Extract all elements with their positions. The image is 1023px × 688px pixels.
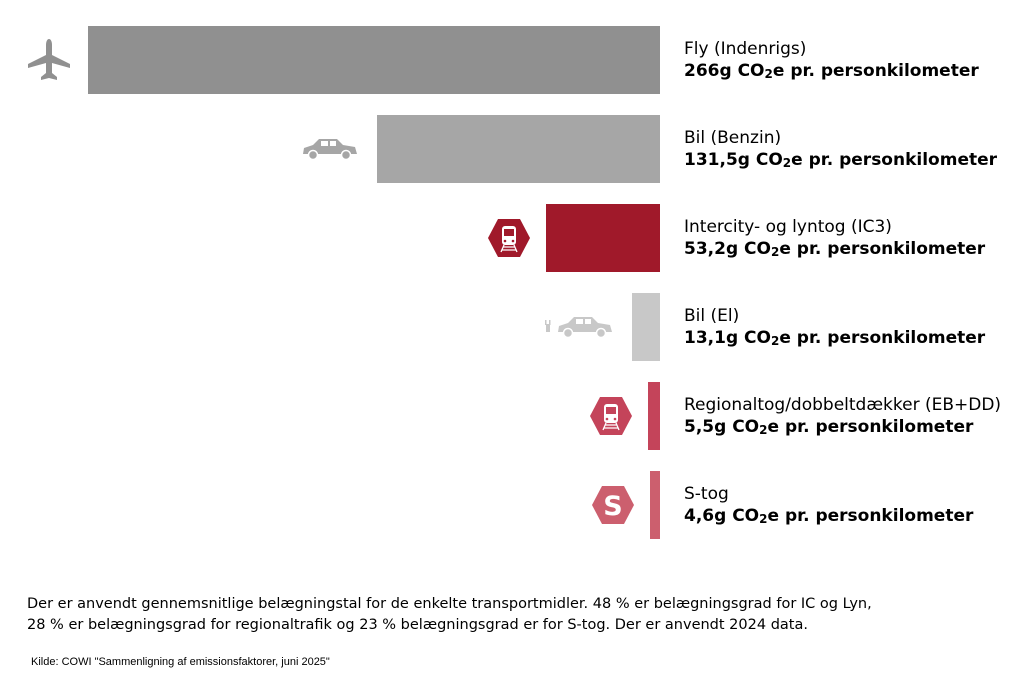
bar-label: Bil (El) 13,1g CO2e pr. personkilometer [684,305,985,352]
bar-label: Regionaltog/dobbeltdækker (EB+DD) 5,5g CO… [684,394,1001,441]
chart-row: Regionaltog/dobbeltdækker (EB+DD) 5,5g CO… [0,382,1023,450]
bar-label: S-tog 4,6g CO2e pr. personkilometer [684,483,973,530]
value-label: 5,5g CO2e pr. personkilometer [684,417,974,437]
chart-row: Intercity- og lyntog (IC3) 53,2g CO2e pr.… [0,204,1023,272]
bar-label: Fly (Indenrigs) 266g CO2e pr. personkilom… [684,38,979,85]
value-label: 266g CO2e pr. personkilometer [684,61,979,81]
category-label: Intercity- og lyntog (IC3) [684,217,892,237]
car-icon [303,126,357,172]
footnote: Der er anvendt gennemsnitlige belægnings… [27,594,872,636]
train-icon [486,215,532,261]
chart-row: Fly (Indenrigs) 266g CO2e pr. personkilom… [0,26,1023,94]
s-train-icon: S [590,482,636,528]
electric-car-icon [545,304,612,350]
value-label: 4,6g CO2e pr. personkilometer [684,506,974,526]
value-label: 13,1g CO2e pr. personkilometer [684,328,986,348]
svg-text:S: S [603,491,622,522]
category-label: Bil (Benzin) [684,128,782,148]
bar-label: Bil (Benzin) 131,5g CO2e pr. personkilome… [684,127,997,174]
bar-4 [648,382,660,450]
value-label: 53,2g CO2e pr. personkilometer [684,239,986,259]
value-label: 131,5g CO2e pr. personkilometer [684,150,998,170]
airplane-icon [26,37,72,83]
footnote-line-1: Der er anvendt gennemsnitlige belægnings… [27,596,872,612]
bar-0 [88,26,660,94]
category-label: Fly (Indenrigs) [684,39,807,59]
bar-1 [377,115,660,183]
category-label: Regionaltog/dobbeltdækker (EB+DD) [684,395,1002,415]
bar-5 [650,471,660,539]
source-note: Kilde: COWI "Sammenligning af emissionsf… [31,656,330,668]
bar-2 [546,204,660,272]
category-label: Bil (El) [684,306,740,326]
chart-row: Bil (Benzin) 131,5g CO2e pr. personkilome… [0,115,1023,183]
chart-row: Bil (El) 13,1g CO2e pr. personkilometer [0,293,1023,361]
category-label: S-tog [684,484,729,504]
footnote-line-2: 28 % er belægningsgrad for regionaltrafi… [27,617,808,633]
train-icon [588,393,634,439]
chart-row: S S-tog 4,6g CO2e pr. personkilometer [0,471,1023,539]
bar-3 [632,293,660,361]
bar-label: Intercity- og lyntog (IC3) 53,2g CO2e pr.… [684,216,985,263]
